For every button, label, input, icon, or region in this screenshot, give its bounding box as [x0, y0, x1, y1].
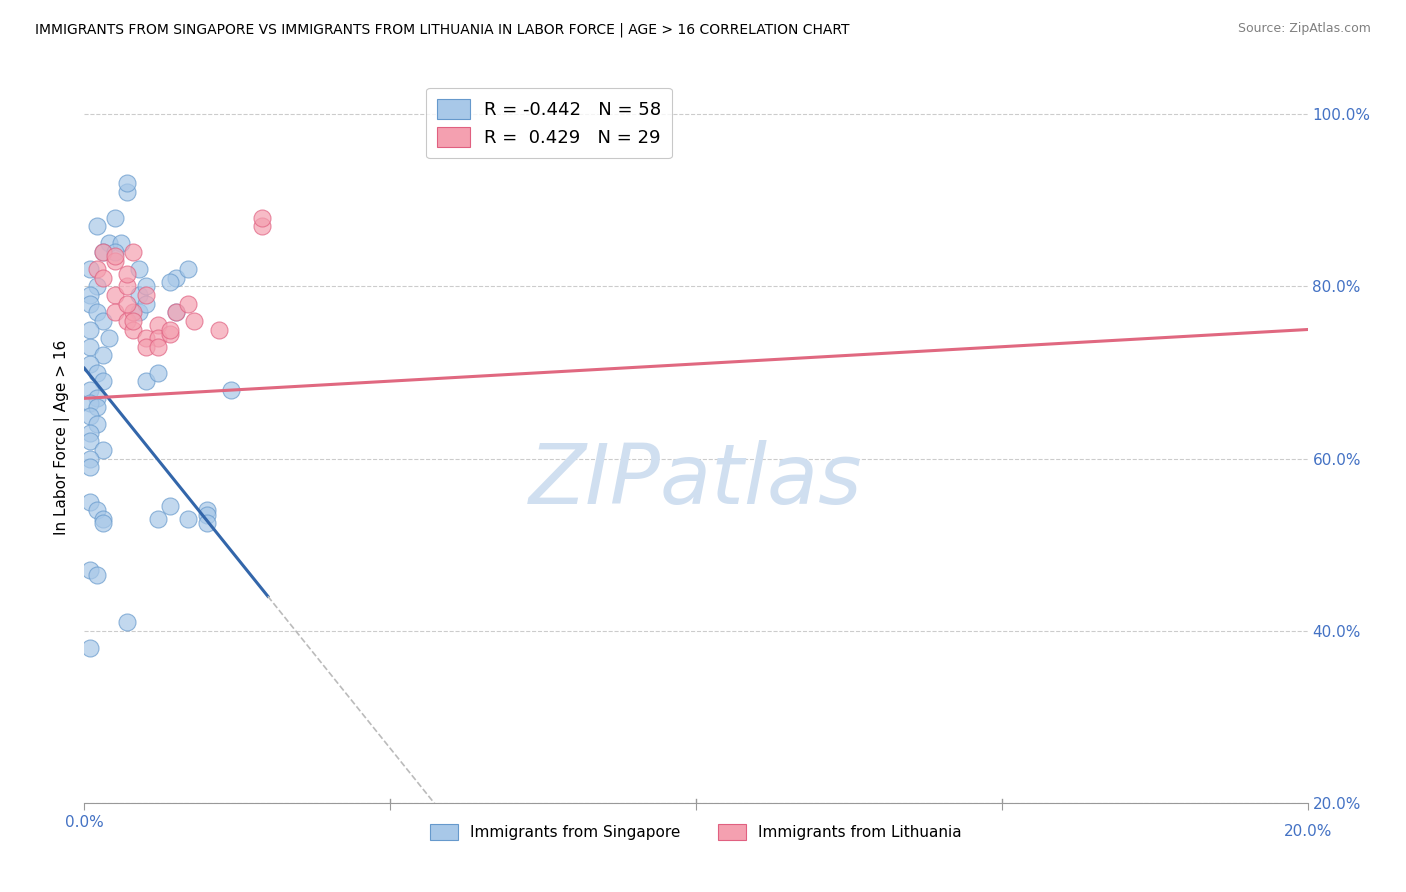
Point — [115, 279, 138, 293]
Point — [122, 322, 145, 336]
Point — [104, 305, 127, 319]
Text: 20.0%: 20.0% — [1284, 824, 1331, 839]
Point — [79, 425, 101, 440]
Point — [115, 267, 138, 281]
Point — [135, 340, 157, 354]
Point — [115, 296, 138, 310]
Point — [115, 185, 138, 199]
Legend: Immigrants from Singapore, Immigrants from Lithuania: Immigrants from Singapore, Immigrants fr… — [425, 818, 967, 847]
Point — [79, 451, 101, 466]
Point — [128, 305, 150, 319]
Text: IMMIGRANTS FROM SINGAPORE VS IMMIGRANTS FROM LITHUANIA IN LABOR FORCE | AGE > 16: IMMIGRANTS FROM SINGAPORE VS IMMIGRANTS … — [35, 22, 849, 37]
Point — [91, 314, 114, 328]
Text: ZIPatlas: ZIPatlas — [529, 441, 863, 522]
Point — [86, 366, 108, 380]
Point — [91, 245, 114, 260]
Point — [195, 516, 218, 530]
Point — [79, 288, 101, 302]
Point — [219, 383, 242, 397]
Point — [159, 326, 181, 341]
Point — [91, 512, 114, 526]
Point — [122, 245, 145, 260]
Point — [104, 253, 127, 268]
Point — [135, 331, 157, 345]
Point — [195, 503, 218, 517]
Point — [177, 262, 200, 277]
Point — [91, 245, 114, 260]
Point — [91, 516, 114, 530]
Point — [79, 409, 101, 423]
Point — [97, 236, 120, 251]
Point — [115, 176, 138, 190]
Point — [122, 314, 145, 328]
Point — [115, 615, 138, 629]
Point — [104, 288, 127, 302]
Point — [79, 640, 101, 655]
Point — [86, 503, 108, 517]
Point — [115, 314, 138, 328]
Point — [146, 366, 169, 380]
Point — [79, 460, 101, 475]
Point — [79, 340, 101, 354]
Point — [165, 271, 187, 285]
Point — [128, 262, 150, 277]
Point — [86, 567, 108, 582]
Point — [79, 383, 101, 397]
Point — [86, 417, 108, 432]
Point — [86, 400, 108, 414]
Point — [79, 564, 101, 578]
Point — [135, 279, 157, 293]
Point — [250, 211, 273, 225]
Point — [79, 494, 101, 508]
Point — [146, 318, 169, 333]
Point — [91, 271, 114, 285]
Point — [104, 249, 127, 263]
Point — [91, 374, 114, 388]
Text: Source: ZipAtlas.com: Source: ZipAtlas.com — [1237, 22, 1371, 36]
Point — [91, 348, 114, 362]
Point — [146, 340, 169, 354]
Point — [250, 219, 273, 234]
Point — [177, 512, 200, 526]
Point — [135, 374, 157, 388]
Point — [79, 322, 101, 336]
Point — [146, 512, 169, 526]
Y-axis label: In Labor Force | Age > 16: In Labor Force | Age > 16 — [55, 340, 70, 534]
Point — [195, 508, 218, 522]
Point — [128, 288, 150, 302]
Point — [208, 322, 231, 336]
Point — [159, 322, 181, 336]
Point — [104, 211, 127, 225]
Point — [86, 219, 108, 234]
Point — [91, 442, 114, 457]
Point — [86, 305, 108, 319]
Point — [135, 296, 157, 310]
Point — [159, 275, 181, 289]
Point — [79, 357, 101, 371]
Point — [110, 236, 132, 251]
Point — [79, 296, 101, 310]
Point — [165, 305, 187, 319]
Point — [79, 262, 101, 277]
Point — [146, 331, 169, 345]
Point — [159, 499, 181, 513]
Point — [183, 314, 205, 328]
Point — [79, 434, 101, 449]
Point — [79, 395, 101, 409]
Point — [86, 392, 108, 406]
Point — [122, 305, 145, 319]
Point — [97, 331, 120, 345]
Point — [86, 262, 108, 277]
Point — [104, 245, 127, 260]
Point — [86, 279, 108, 293]
Point — [177, 296, 200, 310]
Point — [165, 305, 187, 319]
Point — [135, 288, 157, 302]
